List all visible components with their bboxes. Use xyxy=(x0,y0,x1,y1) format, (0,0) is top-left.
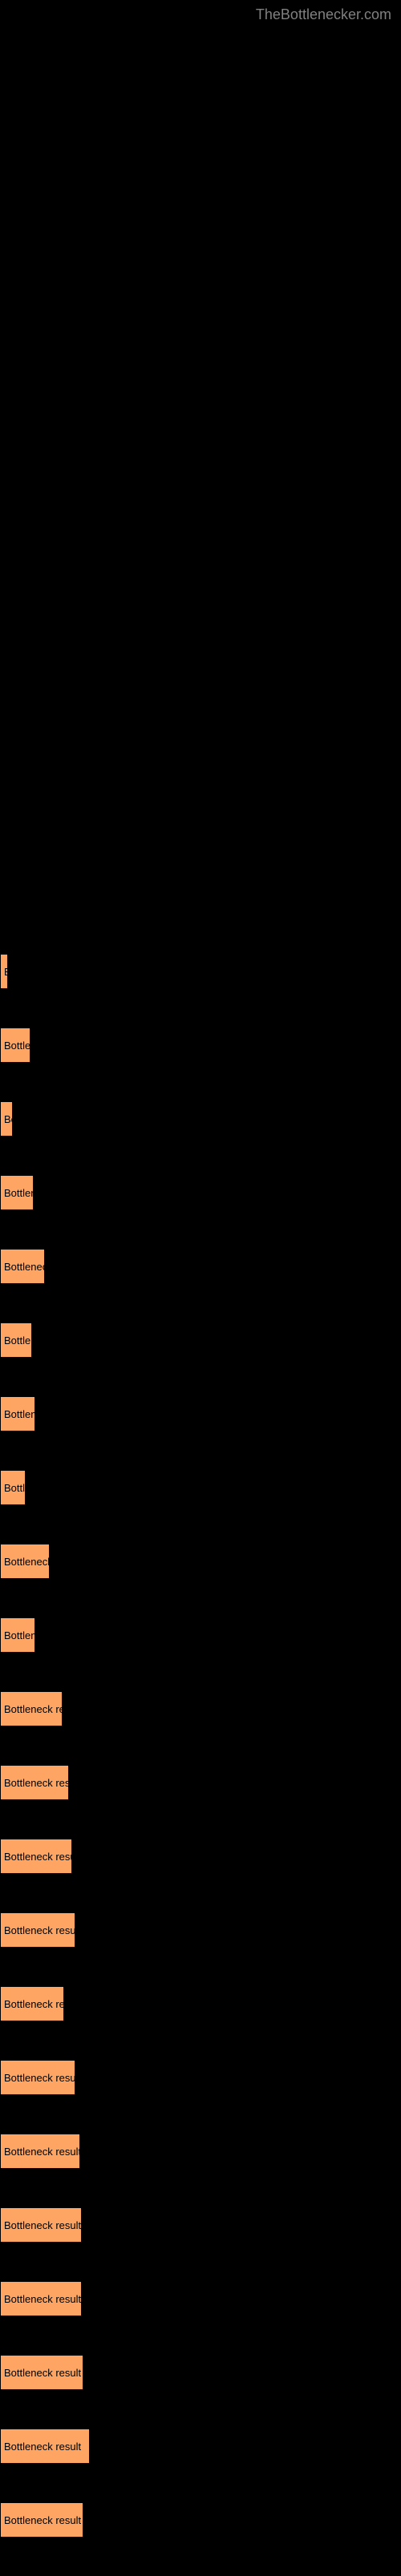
bar: Bottleneck result xyxy=(0,2060,75,2095)
bar: Bottleneck result xyxy=(0,2281,82,2316)
bar: Bo xyxy=(0,1101,13,1137)
bar: Bottlene xyxy=(0,1322,32,1358)
bar: Bottleneck result xyxy=(0,2134,80,2169)
bar-row: Bottleneck r xyxy=(0,1544,401,1579)
bar-row: Bo xyxy=(0,1101,401,1137)
bar-row: Bottleneck result xyxy=(0,1839,401,1874)
bar: Bottler xyxy=(0,1028,30,1063)
bar-row: Bottleneck resu xyxy=(0,1691,401,1726)
bar: Bottleneck result xyxy=(0,1765,69,1800)
bar-row: Bottleneck result xyxy=(0,2355,401,2390)
bar-row: Bottleneck result xyxy=(0,2429,401,2464)
bar: Bottleneck result xyxy=(0,2355,83,2390)
bar: Bottleneck result xyxy=(0,2429,90,2464)
bar-row: Bottleneck result xyxy=(0,2134,401,2169)
bar-row: Bottlene xyxy=(0,1322,401,1358)
bar-row: B xyxy=(0,954,401,989)
bar-row: Bottleneck result xyxy=(0,1765,401,1800)
bar: B xyxy=(0,954,8,989)
bar: Bottleneck result xyxy=(0,1912,75,1948)
bar: Bottleneck xyxy=(0,1249,45,1284)
bar-row: Bottlene xyxy=(0,1175,401,1210)
bar-row: Bottleneck result xyxy=(0,1912,401,1948)
watermark-text: TheBottlenecker.com xyxy=(256,6,391,23)
bar: Bottleneck result xyxy=(0,2502,83,2538)
bar: Bottleneck r xyxy=(0,1544,50,1579)
bar-row: Bottleneck result xyxy=(0,2207,401,2243)
bar-row: Bottle xyxy=(0,1470,401,1505)
bar-row: Bottler xyxy=(0,1028,401,1063)
bar-row: Bottlenec xyxy=(0,1617,401,1653)
bar: Bottleneck resu xyxy=(0,1691,63,1726)
bar: Bottleneck result xyxy=(0,2207,82,2243)
bar: Bottlenec xyxy=(0,1617,35,1653)
bar-chart: B Bottler Bo Bottlene Bottleneck Bottlene Bott… xyxy=(0,954,401,2576)
bar: Bottle xyxy=(0,1470,26,1505)
bar-row: Bottleneck xyxy=(0,1249,401,1284)
bar: Bottleneck resu xyxy=(0,1986,64,2021)
bar-row: Bottlenec xyxy=(0,1396,401,1431)
bar-row: Bottleneck result xyxy=(0,2502,401,2538)
bar: Bottlenec xyxy=(0,1396,35,1431)
bar-row: Bottleneck resu xyxy=(0,1986,401,2021)
bar-row: Bottleneck result xyxy=(0,2060,401,2095)
bar: Bottlene xyxy=(0,1175,34,1210)
bar: Bottleneck result xyxy=(0,1839,72,1874)
bar-row: Bottleneck result xyxy=(0,2281,401,2316)
